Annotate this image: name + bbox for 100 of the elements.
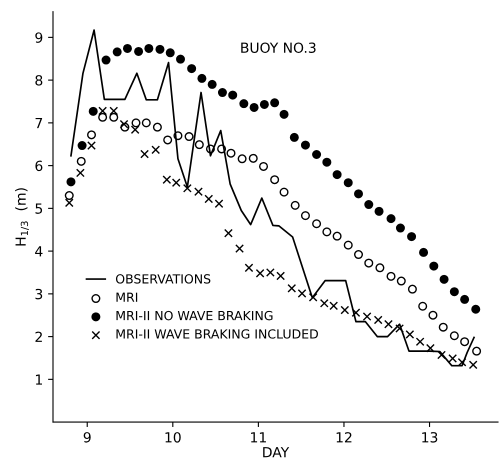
point: [197, 74, 206, 83]
point: [214, 199, 224, 208]
point: [88, 106, 98, 116]
point: [235, 244, 244, 253]
y-tick-label: 5: [36, 204, 42, 214]
y-tick-label: 9: [35, 32, 42, 43]
point: [290, 200, 300, 210]
point: [102, 56, 111, 65]
point: [468, 360, 478, 370]
point: [228, 90, 238, 100]
point: [362, 312, 372, 321]
point: [134, 46, 144, 56]
point: [64, 198, 74, 208]
point: [437, 350, 446, 360]
point: [244, 263, 254, 272]
point: [471, 304, 480, 314]
point: [419, 248, 428, 257]
point: [226, 148, 236, 158]
point: [166, 48, 175, 58]
point: [112, 47, 122, 56]
y-tick-label: 4: [35, 246, 42, 256]
point: [364, 258, 374, 268]
point: [64, 191, 74, 200]
point: [460, 337, 470, 346]
point: [182, 184, 192, 193]
legend-label: MRI-II WAVE BRAKING INCLUDED: [116, 329, 318, 339]
point: [76, 168, 85, 178]
point: [344, 240, 353, 250]
point: [142, 118, 151, 128]
point: [194, 140, 204, 150]
y-tick-label: 3: [36, 288, 42, 300]
x-tick-label: 10: [165, 432, 181, 443]
point: [287, 284, 296, 293]
point: [176, 54, 186, 64]
point: [218, 88, 227, 98]
point: [386, 214, 396, 224]
point: [238, 154, 247, 164]
point: [98, 112, 108, 122]
point: [144, 44, 154, 53]
point: [260, 100, 269, 109]
point: [332, 232, 342, 241]
y-axis-title: H$_{1/3}$ (m): [15, 188, 29, 246]
point: [374, 316, 383, 324]
point: [66, 177, 76, 186]
point: [109, 112, 118, 122]
point: [312, 219, 322, 228]
point: [132, 118, 141, 128]
point: [426, 344, 435, 353]
point: [364, 200, 374, 210]
point: [438, 322, 448, 332]
point: [259, 162, 268, 171]
point: [418, 302, 428, 311]
line-series: [70, 29, 475, 367]
point: [194, 187, 203, 196]
point: [344, 178, 353, 188]
x-tick-label: 12: [336, 432, 352, 442]
point: [224, 228, 233, 238]
point: [300, 211, 310, 220]
point: [386, 272, 396, 281]
x-tick-label: 13: [422, 432, 438, 443]
point: [396, 276, 406, 286]
legend-label: MRI-II NO WAVE BRAKING: [116, 310, 272, 320]
x-tick-label: 11: [251, 432, 266, 442]
point: [184, 132, 194, 142]
point: [280, 110, 289, 119]
y-tick-label: 1: [36, 374, 42, 385]
y-tick-label: 8: [35, 75, 42, 86]
point: [374, 206, 384, 216]
point: [396, 224, 405, 233]
point: [276, 272, 286, 280]
point: [270, 98, 280, 108]
point: [322, 227, 332, 236]
point: [429, 262, 438, 271]
legend-label: OBSERVATIONS: [116, 274, 210, 284]
point: [120, 120, 128, 129]
y-tick-label: 2: [35, 332, 42, 342]
x-tick-label: 9: [84, 432, 91, 443]
legend-label: MRI: [116, 292, 138, 302]
point: [405, 330, 414, 339]
point: [416, 337, 424, 346]
point: [322, 158, 332, 167]
point: [163, 135, 172, 144]
point: [472, 346, 482, 356]
point: [332, 170, 342, 180]
point: [208, 80, 217, 89]
point: [140, 150, 149, 158]
point: [87, 141, 96, 150]
point: [78, 141, 87, 150]
point: [458, 358, 466, 367]
point: [428, 310, 438, 320]
x-axis-title: DAY: [263, 447, 290, 458]
point: [248, 154, 258, 163]
point: [250, 102, 259, 112]
y-tick-label: 6: [35, 160, 42, 172]
point: [354, 189, 364, 198]
point: [290, 132, 299, 142]
point: [122, 44, 132, 53]
point: [308, 292, 318, 302]
point: [340, 306, 350, 314]
point: [98, 106, 108, 116]
